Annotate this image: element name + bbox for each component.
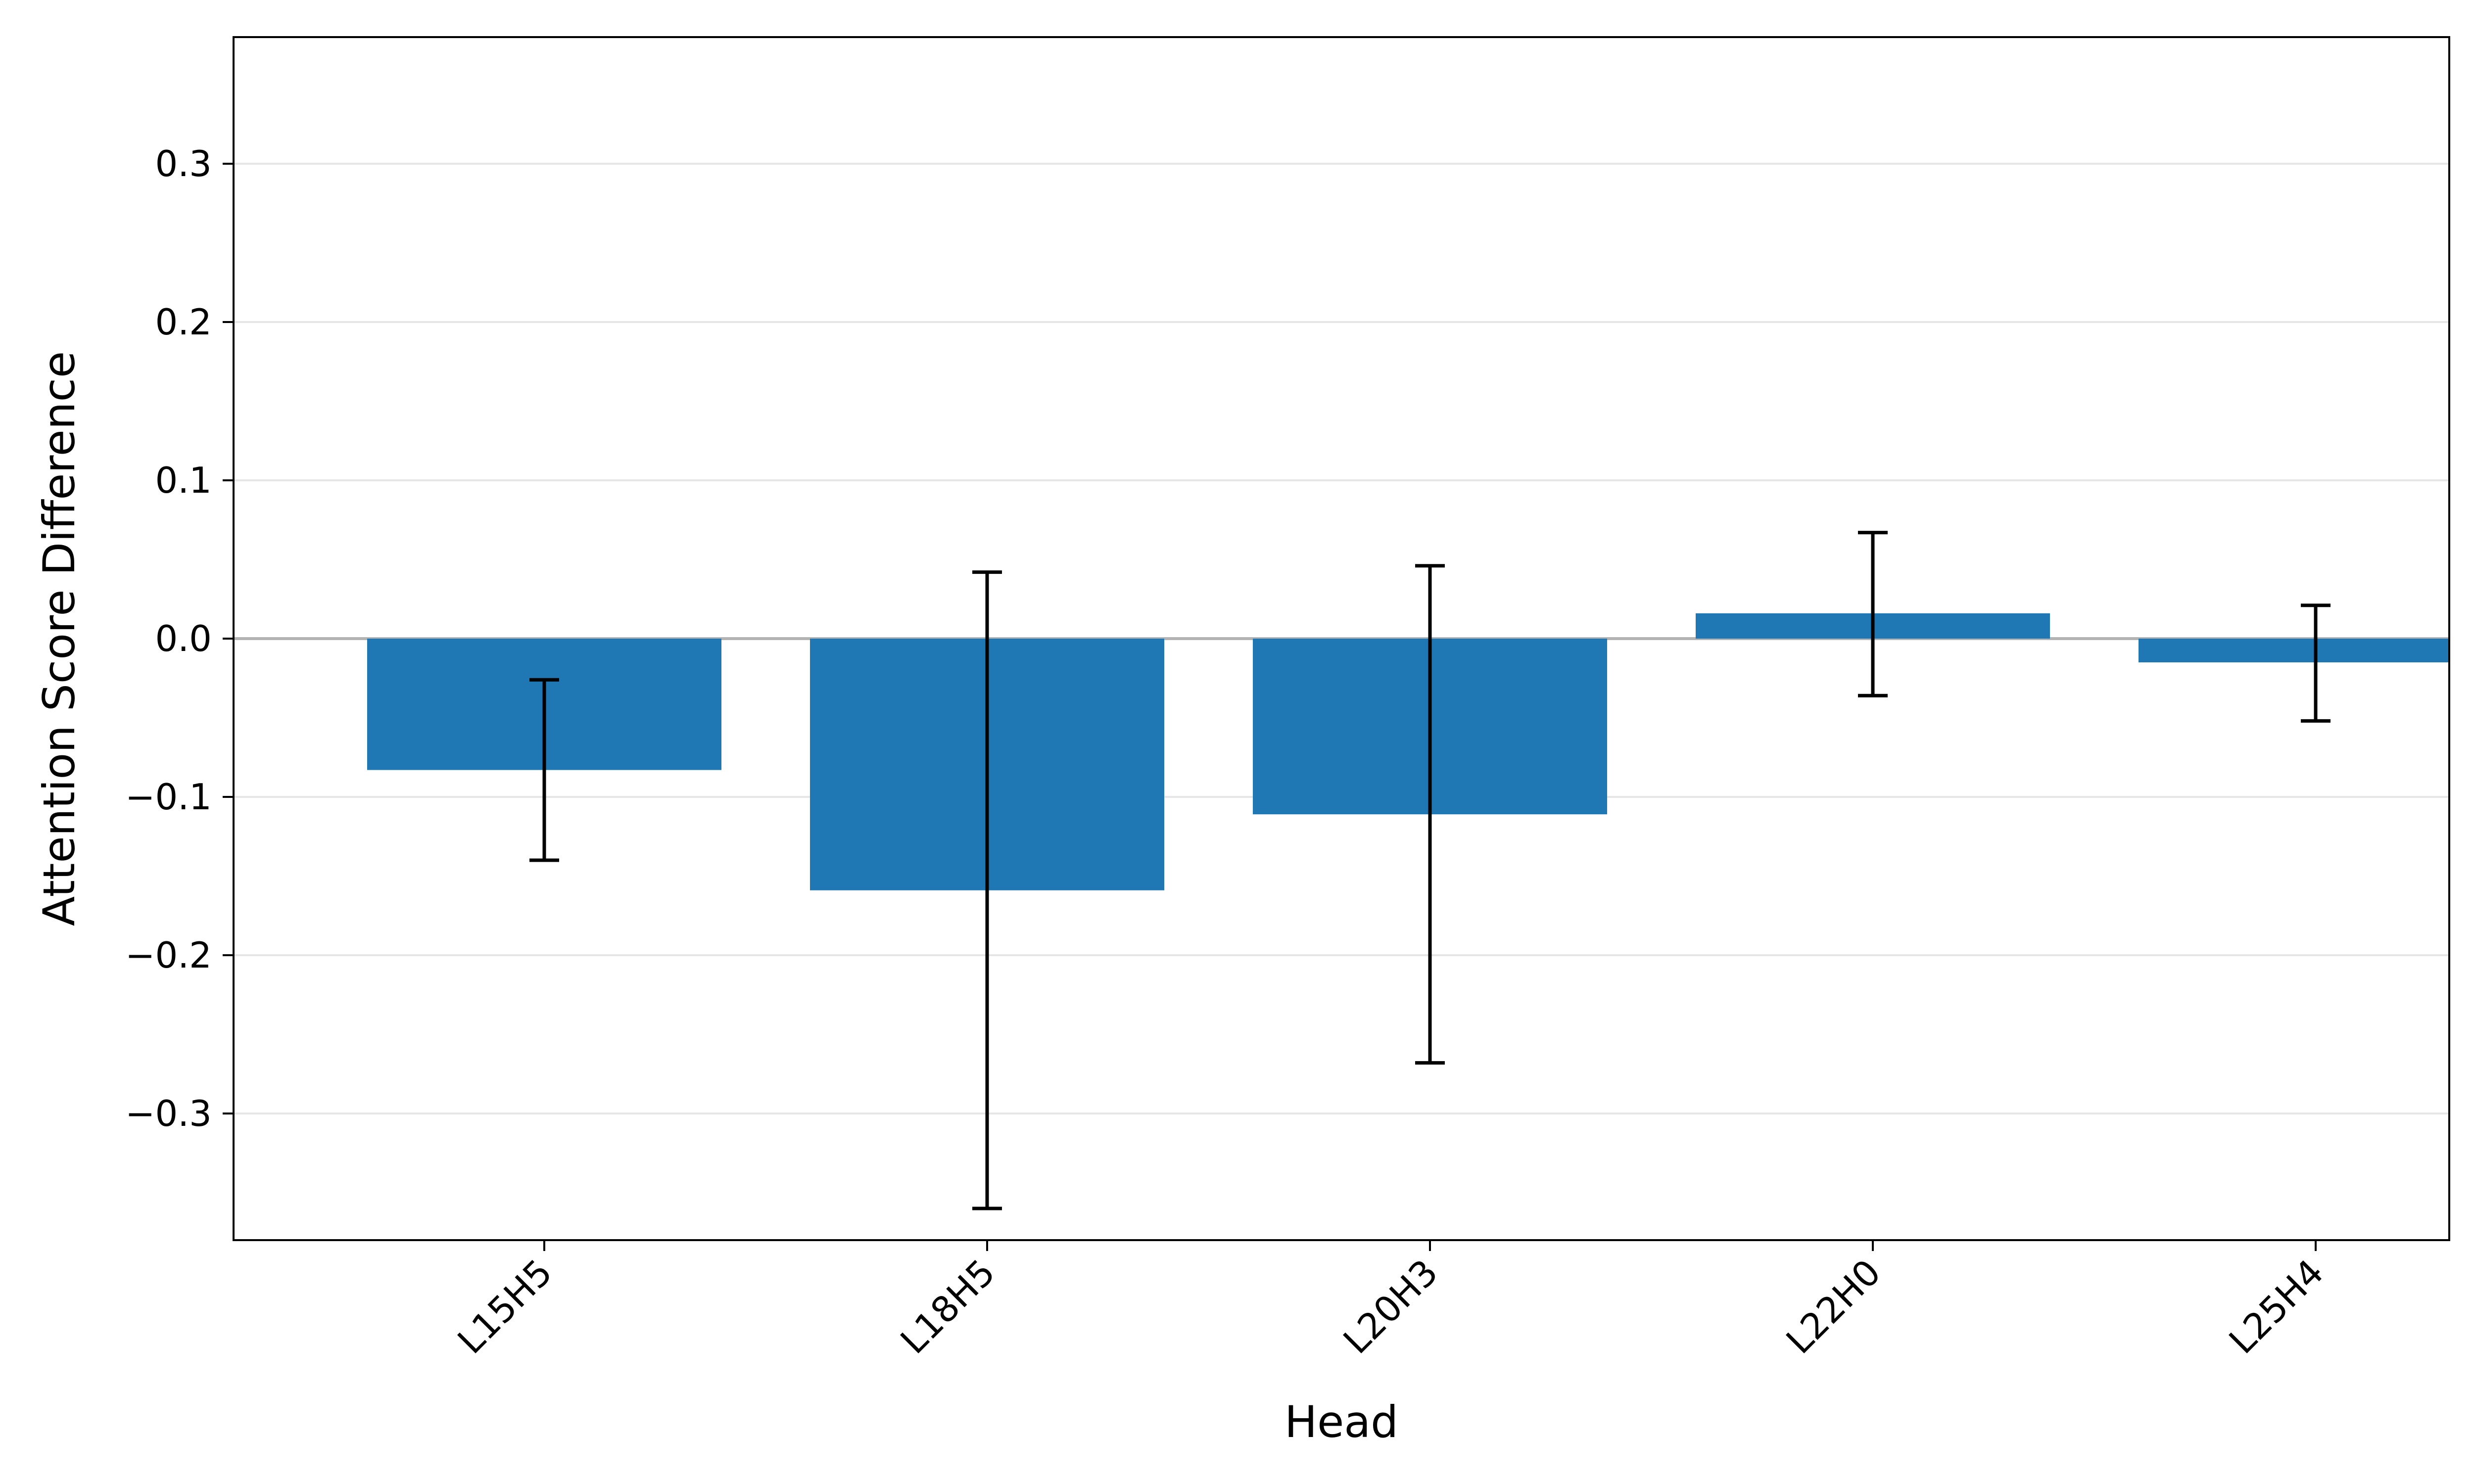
y-tick-label: −0.2 (125, 934, 212, 976)
error-bar-L15H5 (529, 678, 559, 862)
error-bar-L25H4 (2301, 603, 2331, 723)
y-tick-label: 0.0 (155, 618, 212, 659)
error-bar-L20H3 (1415, 564, 1445, 1065)
x-axis-label: Head (1285, 1396, 1398, 1447)
y-tick-label: 0.1 (155, 460, 212, 501)
y-tick-label: 0.2 (155, 301, 212, 343)
y-tick-label: −0.1 (125, 776, 212, 818)
y-tick-label: 0.3 (155, 143, 212, 185)
y-ticks: −0.3 −0.2 −0.1 0.0 0.1 0.2 0.3 (125, 143, 234, 1134)
bar-L25H4 (2139, 639, 2449, 662)
error-bar-L18H5 (972, 570, 1002, 1210)
y-axis-label: Attention Score Difference (34, 351, 85, 926)
error-bar-L22H0 (1858, 531, 1888, 697)
y-tick-label: −0.3 (125, 1093, 212, 1134)
error-bars (529, 531, 2331, 1210)
